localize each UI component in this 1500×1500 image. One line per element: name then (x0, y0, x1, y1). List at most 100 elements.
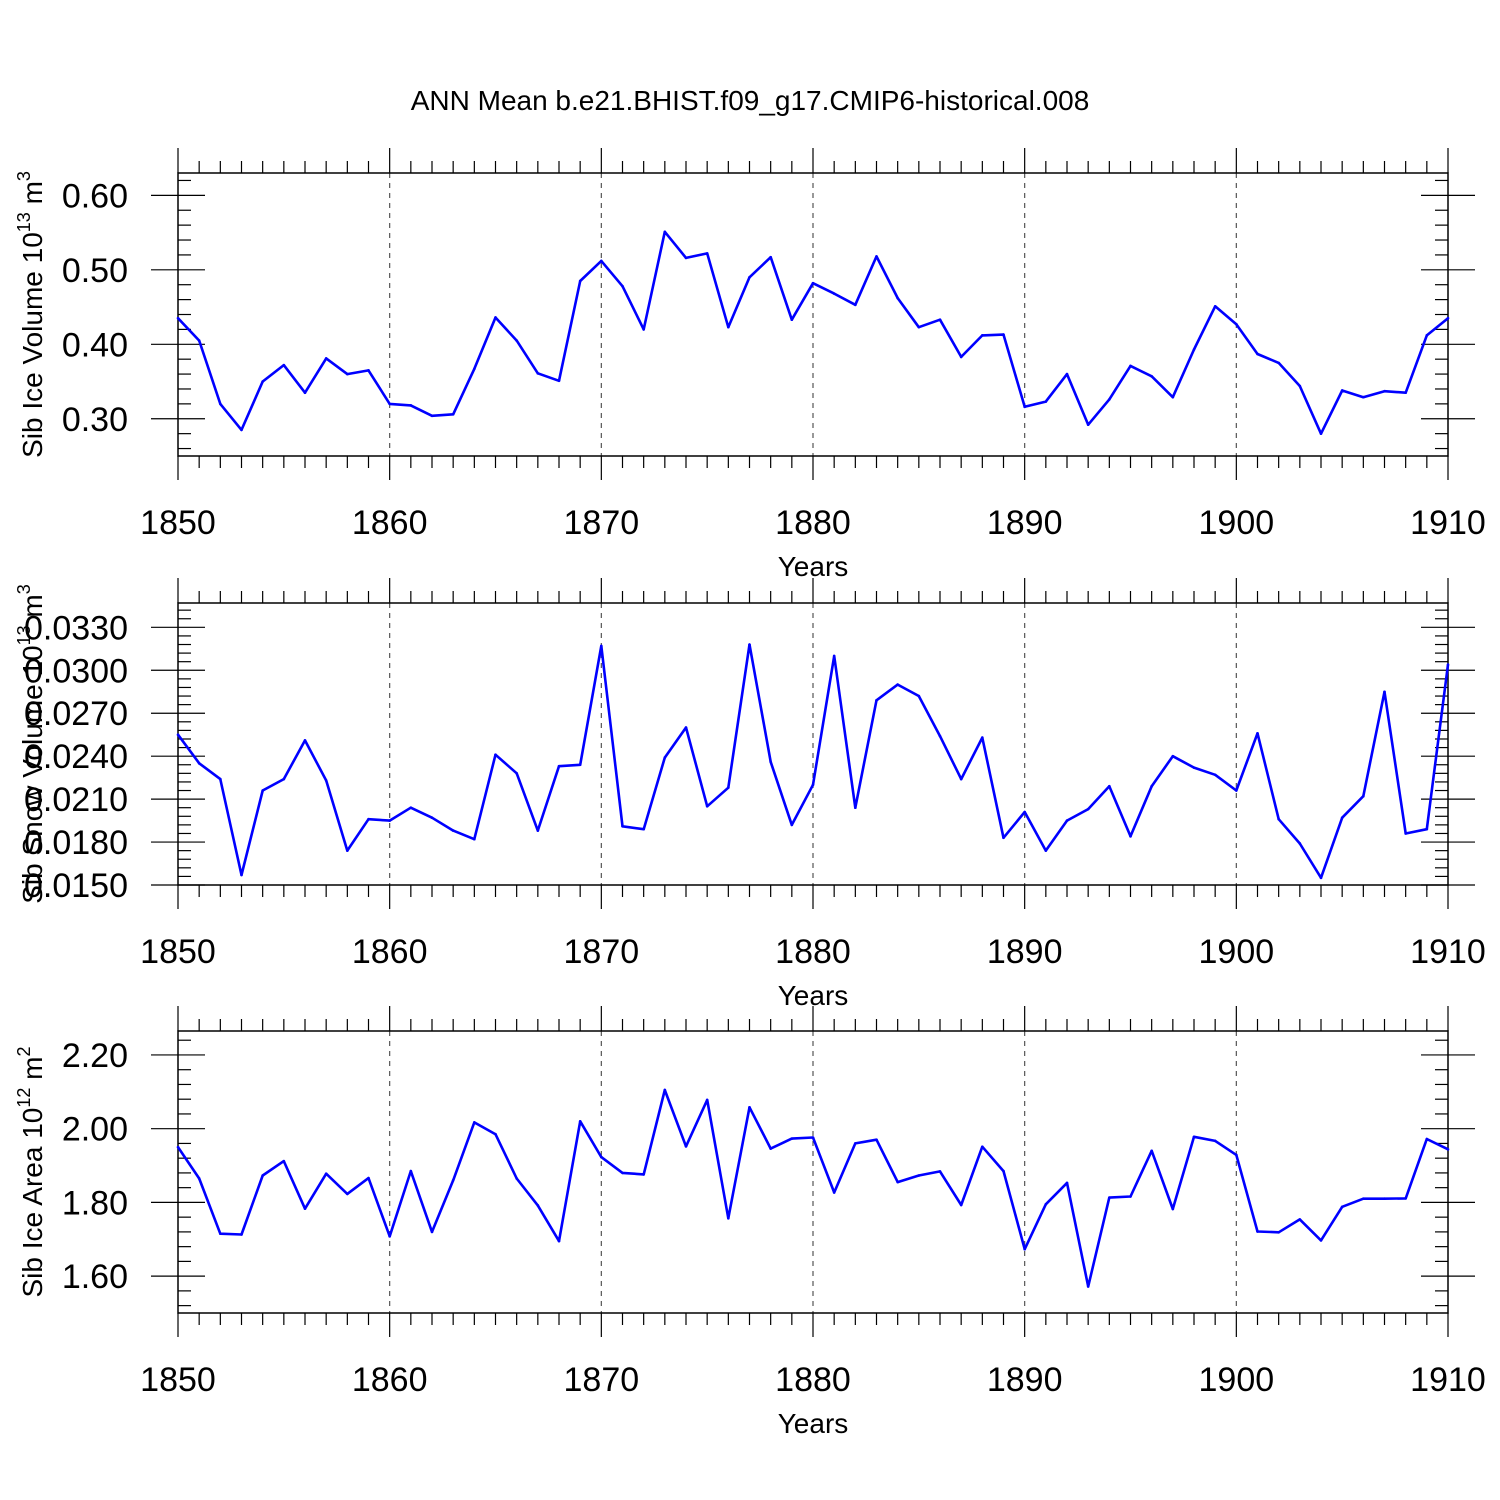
data-point (832, 654, 836, 658)
y-tick-label: 0.40 (62, 326, 128, 364)
data-point (1150, 784, 1153, 788)
data-point (896, 683, 899, 686)
data-point (1150, 1149, 1153, 1153)
data-point (1002, 1169, 1005, 1173)
data-point (1002, 836, 1005, 840)
y-axis-label-exponent: 13 (14, 625, 34, 645)
data-point (1256, 352, 1259, 356)
x-tick-label: 1870 (564, 504, 640, 542)
data-point (621, 825, 624, 828)
y-tick-label: 0.0240 (24, 738, 128, 776)
x-tick-label: 1880 (775, 933, 851, 971)
data-point (1383, 389, 1386, 393)
data-point (409, 806, 413, 810)
data-point (1235, 1153, 1238, 1157)
data-point (536, 372, 540, 375)
data-point (473, 837, 476, 841)
y-tick-label: 0.60 (62, 177, 128, 215)
data-point (790, 1137, 794, 1140)
data-point (1383, 1197, 1386, 1201)
y-axis-label-unit-exponent: 3 (14, 171, 34, 181)
data-point (261, 380, 264, 383)
data-point (1023, 1247, 1026, 1251)
data-point (663, 230, 667, 234)
y-tick-label: 1.60 (62, 1258, 128, 1296)
figure-title: ANN Mean b.e21.BHIST.f09_g17.CMIP6-histo… (411, 85, 1090, 116)
x-tick-label: 1890 (987, 1361, 1063, 1399)
x-tick-label: 1890 (987, 933, 1063, 971)
data-point (1235, 789, 1238, 792)
data-point (1171, 1207, 1175, 1211)
data-point (959, 777, 963, 781)
y-tick-label: 0.0150 (24, 867, 128, 905)
data-point (176, 1145, 180, 1149)
x-tick-label: 1910 (1410, 933, 1486, 971)
data-point (1362, 794, 1365, 798)
data-point (1383, 690, 1386, 694)
data-point (663, 756, 667, 759)
y-tick-label: 0.30 (62, 401, 128, 439)
data-point (938, 318, 942, 322)
x-tick-label: 1890 (987, 504, 1063, 542)
data-point (515, 339, 518, 342)
x-tick-label: 1850 (140, 933, 216, 971)
data-point (451, 412, 455, 416)
data-point (727, 786, 730, 789)
data-point (981, 736, 984, 739)
data-point (854, 1142, 857, 1145)
y-tick-label: 0.0330 (24, 609, 128, 647)
data-point (367, 1176, 370, 1180)
data-point (1298, 1218, 1302, 1221)
x-tick-label: 1900 (1199, 1361, 1275, 1399)
data-point (1277, 1230, 1280, 1234)
data-point (1171, 395, 1175, 399)
data-point (1065, 819, 1069, 822)
y-axis-label-unit: m (17, 594, 48, 625)
chart-panel-1: 0.30 0.40 0.50 0.60 1850 1860 1870 1880 1890 1900… (14, 148, 1486, 582)
y-axis-label-unit-exponent: 3 (14, 584, 34, 594)
y-axis-label: Sib Ice Area 1012 m2 (14, 1046, 48, 1297)
data-point (1425, 334, 1429, 337)
data-point (938, 1170, 942, 1173)
x-tick-label: 1900 (1199, 504, 1275, 542)
data-point (261, 1174, 264, 1177)
data-point (1192, 348, 1196, 351)
data-point (1404, 391, 1407, 394)
data-point (1044, 1202, 1048, 1206)
data-point (917, 1174, 921, 1177)
data-point (346, 1192, 349, 1196)
data-point (557, 764, 561, 768)
x-tick-label: 1910 (1410, 504, 1486, 542)
data-point (938, 734, 942, 738)
x-tick-label: 1880 (775, 504, 851, 542)
data-point (1086, 423, 1090, 427)
data-point (748, 1106, 751, 1109)
y-axis-label-unit-exponent: 2 (14, 1046, 34, 1056)
data-point (303, 391, 307, 394)
data-point (176, 733, 180, 736)
data-point (536, 1204, 540, 1207)
data-point (1108, 784, 1111, 788)
data-point (769, 760, 772, 764)
data-point (1150, 375, 1153, 378)
data-point (1446, 663, 1450, 666)
data-point (600, 1155, 603, 1159)
data-point (282, 1159, 286, 1163)
data-point (727, 325, 730, 329)
data-point (324, 357, 328, 360)
data-point (832, 292, 836, 295)
y-axis-label: Sib Ice Volume 1013 m3 (14, 171, 48, 458)
data-point (494, 316, 497, 319)
data-point (600, 259, 603, 263)
data-point (1446, 1148, 1450, 1151)
x-tick-label: 1900 (1199, 933, 1275, 971)
data-point (303, 739, 307, 742)
data-point (430, 816, 434, 820)
data-point (1235, 322, 1238, 326)
data-point (1256, 731, 1259, 735)
data-point (642, 1173, 645, 1176)
data-point (367, 817, 370, 821)
series-line-1 (176, 643, 1450, 880)
y-axis-label-exponent: 12 (14, 1088, 34, 1108)
y-axis-label-unit: m (17, 1056, 48, 1087)
